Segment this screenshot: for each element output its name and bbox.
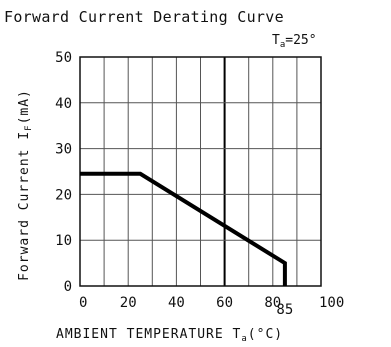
x-tick-labels: 0 20 40 60 80 100 85 [79,295,344,318]
y-axis-label-prefix: Forward Current I [17,131,32,281]
y-tick-label-50: 50 [55,50,72,66]
x-tick-label-0: 0 [79,295,87,311]
y-tick-label-0: 0 [64,279,72,295]
x-axis-label-suffix: (°C) [248,327,283,342]
y-axis-label-sub: F [24,124,34,130]
y-tick-label-20: 20 [55,187,72,203]
grid-lines [80,57,321,286]
condition-suffix: =25° [285,33,316,48]
y-axis-label: Forward Current IF(mA) [17,89,34,281]
x-tick-label-20: 20 [120,295,137,311]
y-tick-label-10: 10 [55,233,72,249]
condition-prefix: T [272,33,280,48]
x-tick-label-40: 40 [168,295,185,311]
y-axis-label-suffix: (mA) [17,89,32,124]
x-axis-label-sub: a [241,334,247,344]
x-axis-label-prefix: AMBIENT TEMPERATURE T [56,327,241,342]
x-axis-label: AMBIENT TEMPERATURE Ta(°C) [56,327,283,344]
y-tick-label-40: 40 [55,96,72,112]
x-tick-label-100: 100 [319,295,344,311]
x-tick-label-85: 85 [276,302,293,318]
chart-title: Forward Current Derating Curve [4,8,284,26]
plot-frame [79,56,322,287]
condition-label: Ta=25° [272,33,317,50]
y-tick-label-30: 30 [55,142,72,158]
x-tick-label-60: 60 [216,295,233,311]
y-tick-labels: 0 10 20 30 40 50 [55,50,72,295]
condition-sub: a [280,40,285,50]
x-tick-label-80: 80 [264,295,281,311]
derating-curve [80,171,287,286]
